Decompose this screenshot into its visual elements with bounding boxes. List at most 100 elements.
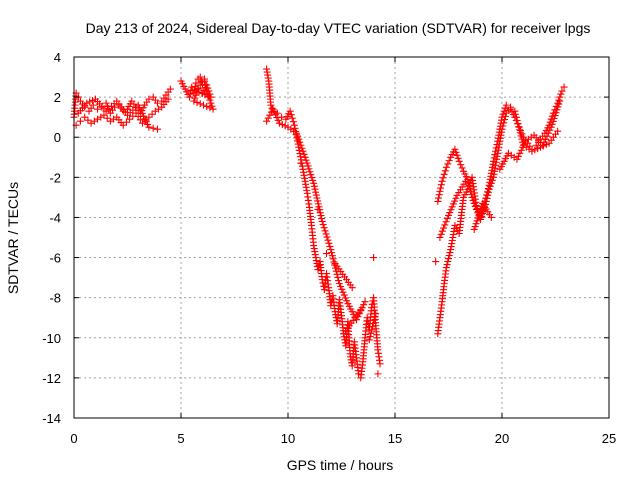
data-point bbox=[488, 176, 496, 184]
data-point bbox=[201, 91, 209, 99]
data-point bbox=[451, 145, 459, 153]
data-point bbox=[304, 162, 312, 170]
data-point bbox=[297, 141, 305, 149]
data-point bbox=[149, 124, 157, 132]
data-point bbox=[438, 177, 446, 185]
data-point bbox=[445, 255, 452, 263]
data-point bbox=[455, 157, 463, 165]
data-point bbox=[301, 153, 309, 161]
data-point bbox=[476, 208, 484, 216]
data-point bbox=[100, 111, 108, 119]
data-point bbox=[435, 191, 443, 199]
data-point bbox=[467, 190, 475, 198]
data-point bbox=[312, 188, 320, 196]
data-point bbox=[126, 115, 134, 123]
data-point bbox=[440, 224, 448, 232]
data-point bbox=[357, 306, 365, 314]
data-point bbox=[550, 115, 558, 123]
data-point bbox=[551, 112, 559, 120]
data-point bbox=[325, 239, 333, 247]
data-point bbox=[549, 117, 557, 125]
y-tick-label: -8 bbox=[49, 291, 61, 306]
data-point bbox=[199, 101, 207, 109]
data-point bbox=[330, 258, 338, 266]
data-point bbox=[502, 101, 510, 109]
data-point bbox=[153, 125, 161, 133]
data-point bbox=[507, 103, 515, 111]
data-point bbox=[539, 141, 547, 149]
data-point bbox=[311, 185, 319, 193]
data-point bbox=[366, 333, 374, 341]
data-point bbox=[264, 114, 272, 122]
data-point bbox=[483, 194, 491, 202]
data-point bbox=[501, 112, 509, 120]
data-point bbox=[164, 95, 172, 103]
data-point bbox=[471, 223, 479, 231]
data-point bbox=[300, 150, 308, 158]
data-point bbox=[314, 197, 322, 205]
data-point bbox=[470, 199, 478, 207]
data-point bbox=[318, 215, 326, 223]
data-point bbox=[329, 255, 337, 263]
data-point bbox=[335, 277, 343, 285]
data-point bbox=[498, 125, 506, 133]
data-point bbox=[294, 132, 302, 140]
data-point bbox=[437, 230, 445, 238]
data-point bbox=[435, 194, 443, 202]
data-point bbox=[328, 249, 336, 257]
data-point bbox=[473, 217, 481, 225]
data-point bbox=[499, 122, 507, 130]
data-point bbox=[512, 110, 520, 118]
data-point bbox=[434, 197, 442, 205]
data-point bbox=[468, 193, 476, 201]
data-point bbox=[516, 129, 524, 137]
data-point bbox=[209, 105, 217, 113]
data-point bbox=[376, 360, 384, 368]
data-point bbox=[307, 171, 315, 179]
data-point bbox=[198, 90, 206, 98]
data-point bbox=[487, 213, 495, 221]
data-point bbox=[122, 118, 130, 126]
data-point bbox=[437, 181, 445, 189]
data-point bbox=[314, 205, 322, 213]
data-point bbox=[469, 196, 477, 204]
data-points bbox=[70, 65, 568, 382]
data-point bbox=[514, 152, 522, 160]
data-point bbox=[196, 100, 204, 108]
data-point bbox=[323, 250, 331, 258]
data-point bbox=[297, 159, 305, 167]
data-point bbox=[305, 165, 313, 173]
y-tick-label: -12 bbox=[42, 371, 61, 386]
data-point bbox=[193, 98, 201, 106]
data-point bbox=[441, 221, 449, 229]
data-point bbox=[484, 188, 492, 196]
data-point bbox=[444, 258, 452, 266]
data-point bbox=[203, 81, 211, 89]
data-point bbox=[513, 116, 521, 124]
data-point bbox=[191, 94, 199, 102]
data-point bbox=[327, 246, 335, 254]
data-point bbox=[446, 249, 454, 257]
data-point bbox=[482, 197, 490, 205]
x-tick-label: 25 bbox=[602, 431, 616, 446]
x-tick-label: 20 bbox=[495, 431, 509, 446]
data-point bbox=[462, 177, 470, 185]
data-point bbox=[555, 100, 563, 108]
data-point bbox=[289, 118, 297, 126]
data-point bbox=[296, 138, 304, 146]
data-point bbox=[516, 126, 524, 134]
data-point bbox=[457, 161, 465, 169]
x-tick-label: 10 bbox=[281, 431, 295, 446]
y-tick-label: 2 bbox=[54, 90, 61, 105]
data-point bbox=[103, 114, 111, 122]
data-point bbox=[436, 234, 444, 241]
data-point bbox=[486, 182, 494, 190]
data-point bbox=[458, 164, 466, 172]
data-point bbox=[436, 187, 444, 195]
data-point bbox=[372, 310, 380, 318]
data-point bbox=[309, 176, 317, 184]
data-point bbox=[513, 155, 521, 163]
data-point bbox=[288, 114, 296, 122]
